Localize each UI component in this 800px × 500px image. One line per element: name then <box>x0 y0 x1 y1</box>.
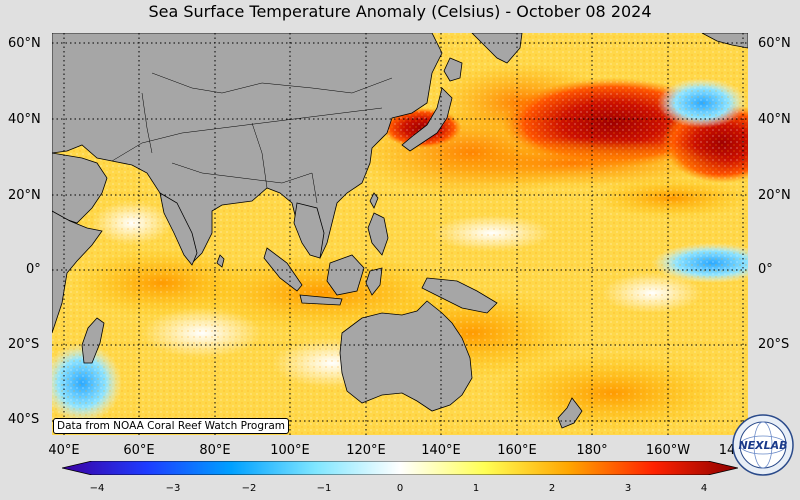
lon-label-140w-clipped: 14 <box>718 443 736 458</box>
lat-label-right-60n: 60°N <box>758 36 791 51</box>
lat-label-left-40n: 40°N <box>8 112 41 127</box>
colorbar-tick-4: 4 <box>700 483 708 494</box>
colorbar <box>62 461 738 475</box>
lat-label-left-0: 0° <box>26 262 41 277</box>
lon-label-40e: 40°E <box>48 443 80 458</box>
data-credit: Data from NOAA Coral Reef Watch Program <box>53 418 289 434</box>
map-title: Sea Surface Temperature Anomaly (Celsius… <box>148 2 652 21</box>
lon-label-140e: 140°E <box>421 443 461 458</box>
graticule <box>52 33 748 435</box>
colorbar-tick-neg1: −1 <box>316 483 332 494</box>
nexlab-logo-icon: NEXLAB <box>732 414 794 476</box>
colorbar-tick-3: 3 <box>624 483 632 494</box>
lon-label-60e: 60°E <box>123 443 155 458</box>
svg-text:NEXLAB: NEXLAB <box>738 439 787 452</box>
colorbar-tick-1: 1 <box>472 483 480 494</box>
colorbar-tick-2: 2 <box>548 483 556 494</box>
lon-label-160e: 160°E <box>497 443 537 458</box>
land <box>52 33 748 429</box>
lat-label-left-20s: 20°S <box>8 337 40 352</box>
lat-label-right-0: 0° <box>758 262 773 277</box>
lat-label-right-20n: 20°N <box>758 188 791 203</box>
lon-label-100e: 100°E <box>270 443 310 458</box>
lat-label-right-40n: 40°N <box>758 112 791 127</box>
lon-label-180: 180° <box>576 443 608 458</box>
lon-label-120e: 120°E <box>346 443 386 458</box>
country-borders <box>111 72 393 204</box>
lat-label-left-60n: 60°N <box>8 36 41 51</box>
lat-label-right-20s: 20°S <box>758 337 790 352</box>
lat-label-left-40s: 40°S <box>8 412 40 427</box>
colorbar-tick-neg3: −3 <box>165 483 181 494</box>
lat-label-left-20n: 20°N <box>8 188 41 203</box>
colorbar-tick-0: 0 <box>396 483 404 494</box>
colorbar-tick-neg2: −2 <box>241 483 257 494</box>
colorbar-tick-neg4: −4 <box>89 483 105 494</box>
lon-label-160w: 160°W <box>645 443 691 458</box>
sst-anomaly-map <box>52 33 748 435</box>
lon-label-80e: 80°E <box>199 443 231 458</box>
